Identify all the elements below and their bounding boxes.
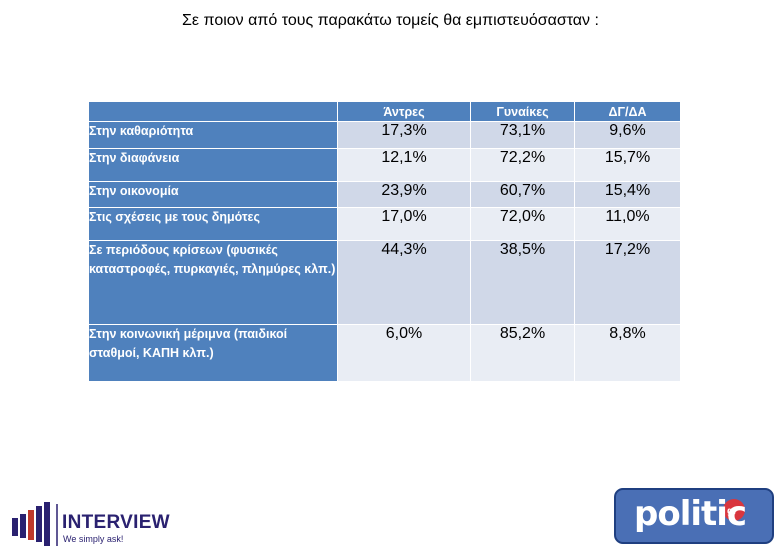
- value-dk-na: 17,2%: [575, 241, 681, 325]
- interview-tagline: We simply ask!: [63, 534, 124, 544]
- politic-suffix: gr: [727, 506, 737, 517]
- politic-logo: [614, 488, 774, 544]
- value-dk-na: 15,7%: [575, 149, 681, 182]
- interview-logo: [12, 502, 58, 546]
- row-label: Στην διαφάνεια: [89, 149, 338, 182]
- value-women: 72,2%: [471, 149, 575, 182]
- value-men: 17,3%: [338, 122, 471, 149]
- page-title: Σε ποιον από τους παρακάτω τομείς θα εμπ…: [182, 12, 599, 29]
- value-women: 38,5%: [471, 241, 575, 325]
- value-men: 6,0%: [338, 325, 471, 382]
- table-row: Στην διαφάνεια 12,1% 72,2% 15,7%: [89, 149, 681, 182]
- value-women: 73,1%: [471, 122, 575, 149]
- row-label: Στις σχέσεις με τους δημότες: [89, 208, 338, 241]
- table-row: Στις σχέσεις με τους δημότες 17,0% 72,0%…: [89, 208, 681, 241]
- table-header-row: Άντρες Γυναίκες ΔΓ/ΔΑ: [89, 102, 681, 122]
- politic-gr-badge-icon: [723, 499, 745, 521]
- value-men: 12,1%: [338, 149, 471, 182]
- table-row: Στην κοινωνική μέριμνα (παιδικοί σταθμοί…: [89, 325, 681, 382]
- header-men: Άντρες: [338, 102, 471, 122]
- interview-bars-icon: [12, 502, 50, 546]
- row-label: Στην οικονομία: [89, 182, 338, 208]
- value-dk-na: 8,8%: [575, 325, 681, 382]
- value-men: 44,3%: [338, 241, 471, 325]
- header-women: Γυναίκες: [471, 102, 575, 122]
- value-dk-na: 9,6%: [575, 122, 681, 149]
- politic-name: politic: [634, 494, 747, 534]
- value-dk-na: 11,0%: [575, 208, 681, 241]
- row-label: Στην κοινωνική μέριμνα (παιδικοί σταθμοί…: [89, 325, 338, 382]
- row-label: Σε περιόδους κρίσεων (φυσικές καταστροφέ…: [89, 241, 338, 325]
- value-women: 72,0%: [471, 208, 575, 241]
- interview-name: INTERVIEW: [62, 512, 170, 533]
- value-dk-na: 15,4%: [575, 182, 681, 208]
- table-row: Σε περιόδους κρίσεων (φυσικές καταστροφέ…: [89, 241, 681, 325]
- table-row: Στην οικονομία 23,9% 60,7% 15,4%: [89, 182, 681, 208]
- value-women: 60,7%: [471, 182, 575, 208]
- results-table: Άντρες Γυναίκες ΔΓ/ΔΑ Στην καθαριότητα 1…: [89, 102, 681, 382]
- value-women: 85,2%: [471, 325, 575, 382]
- header-corner: [89, 102, 338, 122]
- value-men: 17,0%: [338, 208, 471, 241]
- value-men: 23,9%: [338, 182, 471, 208]
- row-label: Στην καθαριότητα: [89, 122, 338, 149]
- header-dk-na: ΔΓ/ΔΑ: [575, 102, 681, 122]
- table-row: Στην καθαριότητα 17,3% 73,1% 9,6%: [89, 122, 681, 149]
